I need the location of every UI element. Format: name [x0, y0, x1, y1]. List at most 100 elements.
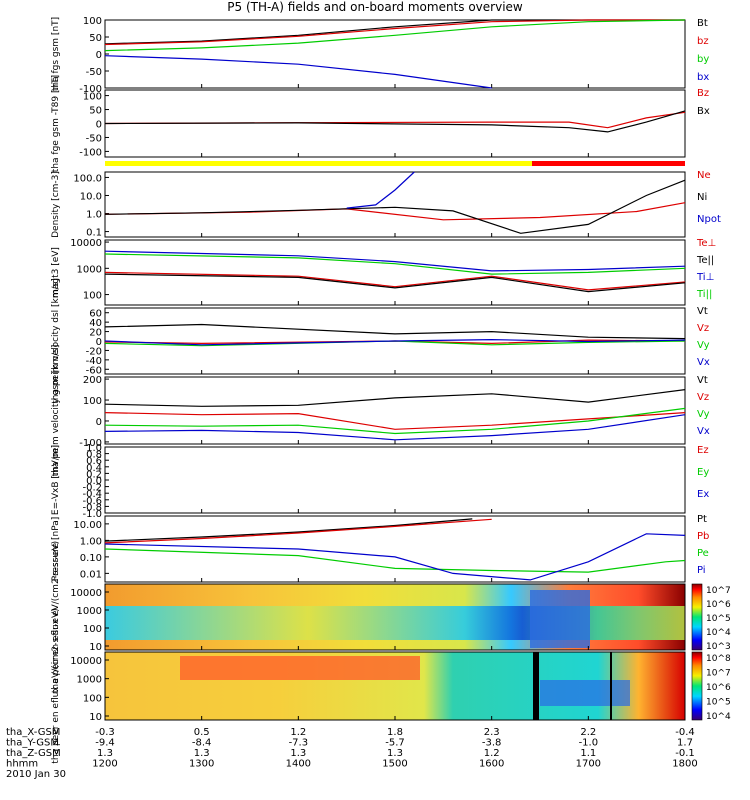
fgs-ytick-label: 100 [83, 16, 102, 27]
fge-series-line [104, 110, 686, 133]
gsm-velocity-legend-entry: Vt [697, 375, 708, 386]
fge-ytick-label: -50 [86, 133, 102, 144]
density-ytick-label: 0.1 [86, 228, 102, 239]
footer-row-value: 0.5 [194, 727, 210, 738]
footer-row-value: -5.7 [385, 738, 405, 749]
mode-bar-slow [105, 161, 532, 166]
efield-ytick-label: 0.2 [86, 469, 102, 480]
pressure-ytick-label: 1.00 [80, 536, 102, 547]
density-legend-entry: Ne [697, 170, 711, 181]
esa-velocity-legend-entry: Vx [697, 357, 710, 368]
fge-legend-entry: Bx [697, 106, 710, 117]
electron-spectrogram-colorbar-label: 10^8 [706, 654, 731, 664]
footer-row-value: 1500 [382, 759, 407, 770]
fge-ytick-label: -100 [79, 147, 102, 158]
density-series-line [346, 171, 415, 209]
efield-ytick-label: 0.0 [86, 476, 102, 487]
electron-spectrogram-colorbar-label: 10^5 [706, 698, 731, 708]
efield-legend-entry: Ez [697, 445, 709, 456]
efield-ytick-label: -0.2 [82, 483, 102, 494]
ion-spectrogram-ytick-label: 10000 [70, 588, 102, 599]
gsm-velocity-series-line [104, 414, 686, 441]
efield-ytick-label: 1.0 [86, 443, 102, 454]
efield-ytick-label: 0.4 [86, 463, 102, 474]
footer-date: 2010 Jan 30 [6, 769, 66, 780]
ion-spectrogram-colorbar-label: 10^6 [706, 600, 731, 610]
esa-velocity-legend-entry: Vz [697, 323, 709, 334]
temperature-series-line [104, 271, 686, 291]
ion-spectrogram-colorbar-label: 10^7 [706, 586, 731, 596]
gsm-velocity-legend-entry: Vz [697, 392, 709, 403]
footer-row-value: 1.7 [677, 738, 693, 749]
density-ylabel: Density [cm-3] [51, 171, 61, 238]
pressure-series-line [104, 518, 492, 544]
electron-spectrogram-colorbar-label: 10^6 [706, 683, 731, 693]
esa-velocity-ytick-label: 20 [89, 328, 102, 339]
esa-velocity-series-line [104, 339, 686, 345]
footer-row-value: -1.0 [579, 738, 599, 749]
footer-row-value: 2.2 [580, 727, 596, 738]
ion-spectrogram-ytick-label: 1000 [77, 606, 102, 617]
temperature-legend-entry: Te⊥ [696, 238, 716, 249]
esa-velocity-series-line [104, 323, 686, 340]
esa-velocity-legend-entry: Vt [697, 306, 708, 317]
esa-velocity-series-line [104, 338, 686, 346]
esa-velocity-ylabel: tha peim velocity dsl [km/s] [51, 278, 61, 404]
gsm-velocity-ylabel: tha peim velocity gsm [km/s] [51, 345, 61, 477]
footer-row-value: 1.3 [194, 748, 210, 759]
footer-row-label: hhmm [6, 759, 38, 770]
electron-spectrogram-colorbar-label: 10^7 [706, 669, 731, 679]
electron-spectrogram-gap [533, 652, 539, 720]
ion-spectrogram-colorbar-label: 10^5 [706, 614, 731, 624]
fgs-series-line [104, 19, 686, 52]
footer-row-value: 1700 [576, 759, 601, 770]
efield-ytick-label: -1.0 [82, 509, 102, 520]
pressure-legend-entry: Pe [697, 548, 709, 559]
footer-row-value: -0.4 [675, 727, 695, 738]
fge-ytick-label: 0 [96, 120, 102, 131]
fgs-ylabel: tha fgs gsm [nT] [51, 17, 61, 91]
density-legend-entry: Npot [697, 214, 721, 225]
temperature-ylabel: magt3 [eV] [51, 247, 61, 298]
footer-row-value: 1.3 [387, 748, 403, 759]
gsm-velocity-ytick-label: -100 [79, 438, 102, 449]
footer-row-value: 2.3 [484, 727, 500, 738]
density-ytick-label: 100.0 [73, 173, 102, 184]
gsm-velocity-legend-entry: Vy [697, 409, 710, 420]
fgs-ytick-label: -50 [86, 67, 102, 78]
fgs-legend-entry: bx [697, 72, 709, 83]
pressure-legend-entry: Pt [697, 514, 707, 525]
footer-row-value: -3.8 [482, 738, 502, 749]
pressure-legend-entry: Pi [697, 565, 706, 576]
footer-row-value: 1.3 [290, 748, 306, 759]
ion-spectrogram-colorbar-label: 10^3 [706, 642, 731, 652]
ion-spectrogram-ytick-label: 10 [89, 642, 102, 653]
footer-row-value: -7.3 [289, 738, 309, 749]
pressure-ytick-label: 10.00 [73, 520, 102, 531]
footer-row-label: tha_Z-GSM [6, 748, 61, 759]
ion-spectrogram-ylabel: tha peir en eflux eV/(cm2-s-sr-eV) [51, 541, 61, 693]
esa-velocity-ytick-label: -40 [86, 356, 102, 367]
temperature-legend-entry: Ti|| [696, 289, 712, 300]
temperature-legend-entry: Ti⊥ [696, 272, 714, 283]
gsm-velocity-ytick-label: 200 [83, 375, 102, 386]
footer-row-value: 1600 [479, 759, 504, 770]
temperature-series-line [104, 253, 686, 275]
ion-spectrogram-core [530, 590, 590, 648]
footer-row-label: tha_X-GSM [6, 727, 60, 738]
fge-ytick-label: 100 [83, 92, 102, 103]
plot-title: P5 (TH-A) fields and on-board moments ov… [227, 0, 523, 14]
electron-spectrogram-ytick-label: 100 [83, 693, 102, 704]
electron-spectrogram-hot [180, 656, 420, 680]
temperature-ytick-label: 1000 [77, 264, 102, 275]
footer-row-value: -0.3 [95, 727, 115, 738]
electron-spectrogram-colorbar-label: 10^4 [706, 712, 731, 722]
density-series-line [104, 202, 686, 221]
efield-ytick-label: 0.8 [86, 450, 102, 461]
efield-ytick-label: -0.8 [82, 502, 102, 513]
fgs-ytick-label: 0 [96, 50, 102, 61]
density-legend-entry: Ni [697, 192, 707, 203]
electron-spectrogram-ytick-label: 10000 [70, 656, 102, 667]
electron-spectrogram-core [540, 680, 630, 706]
gsm-velocity-series-line [104, 412, 686, 430]
